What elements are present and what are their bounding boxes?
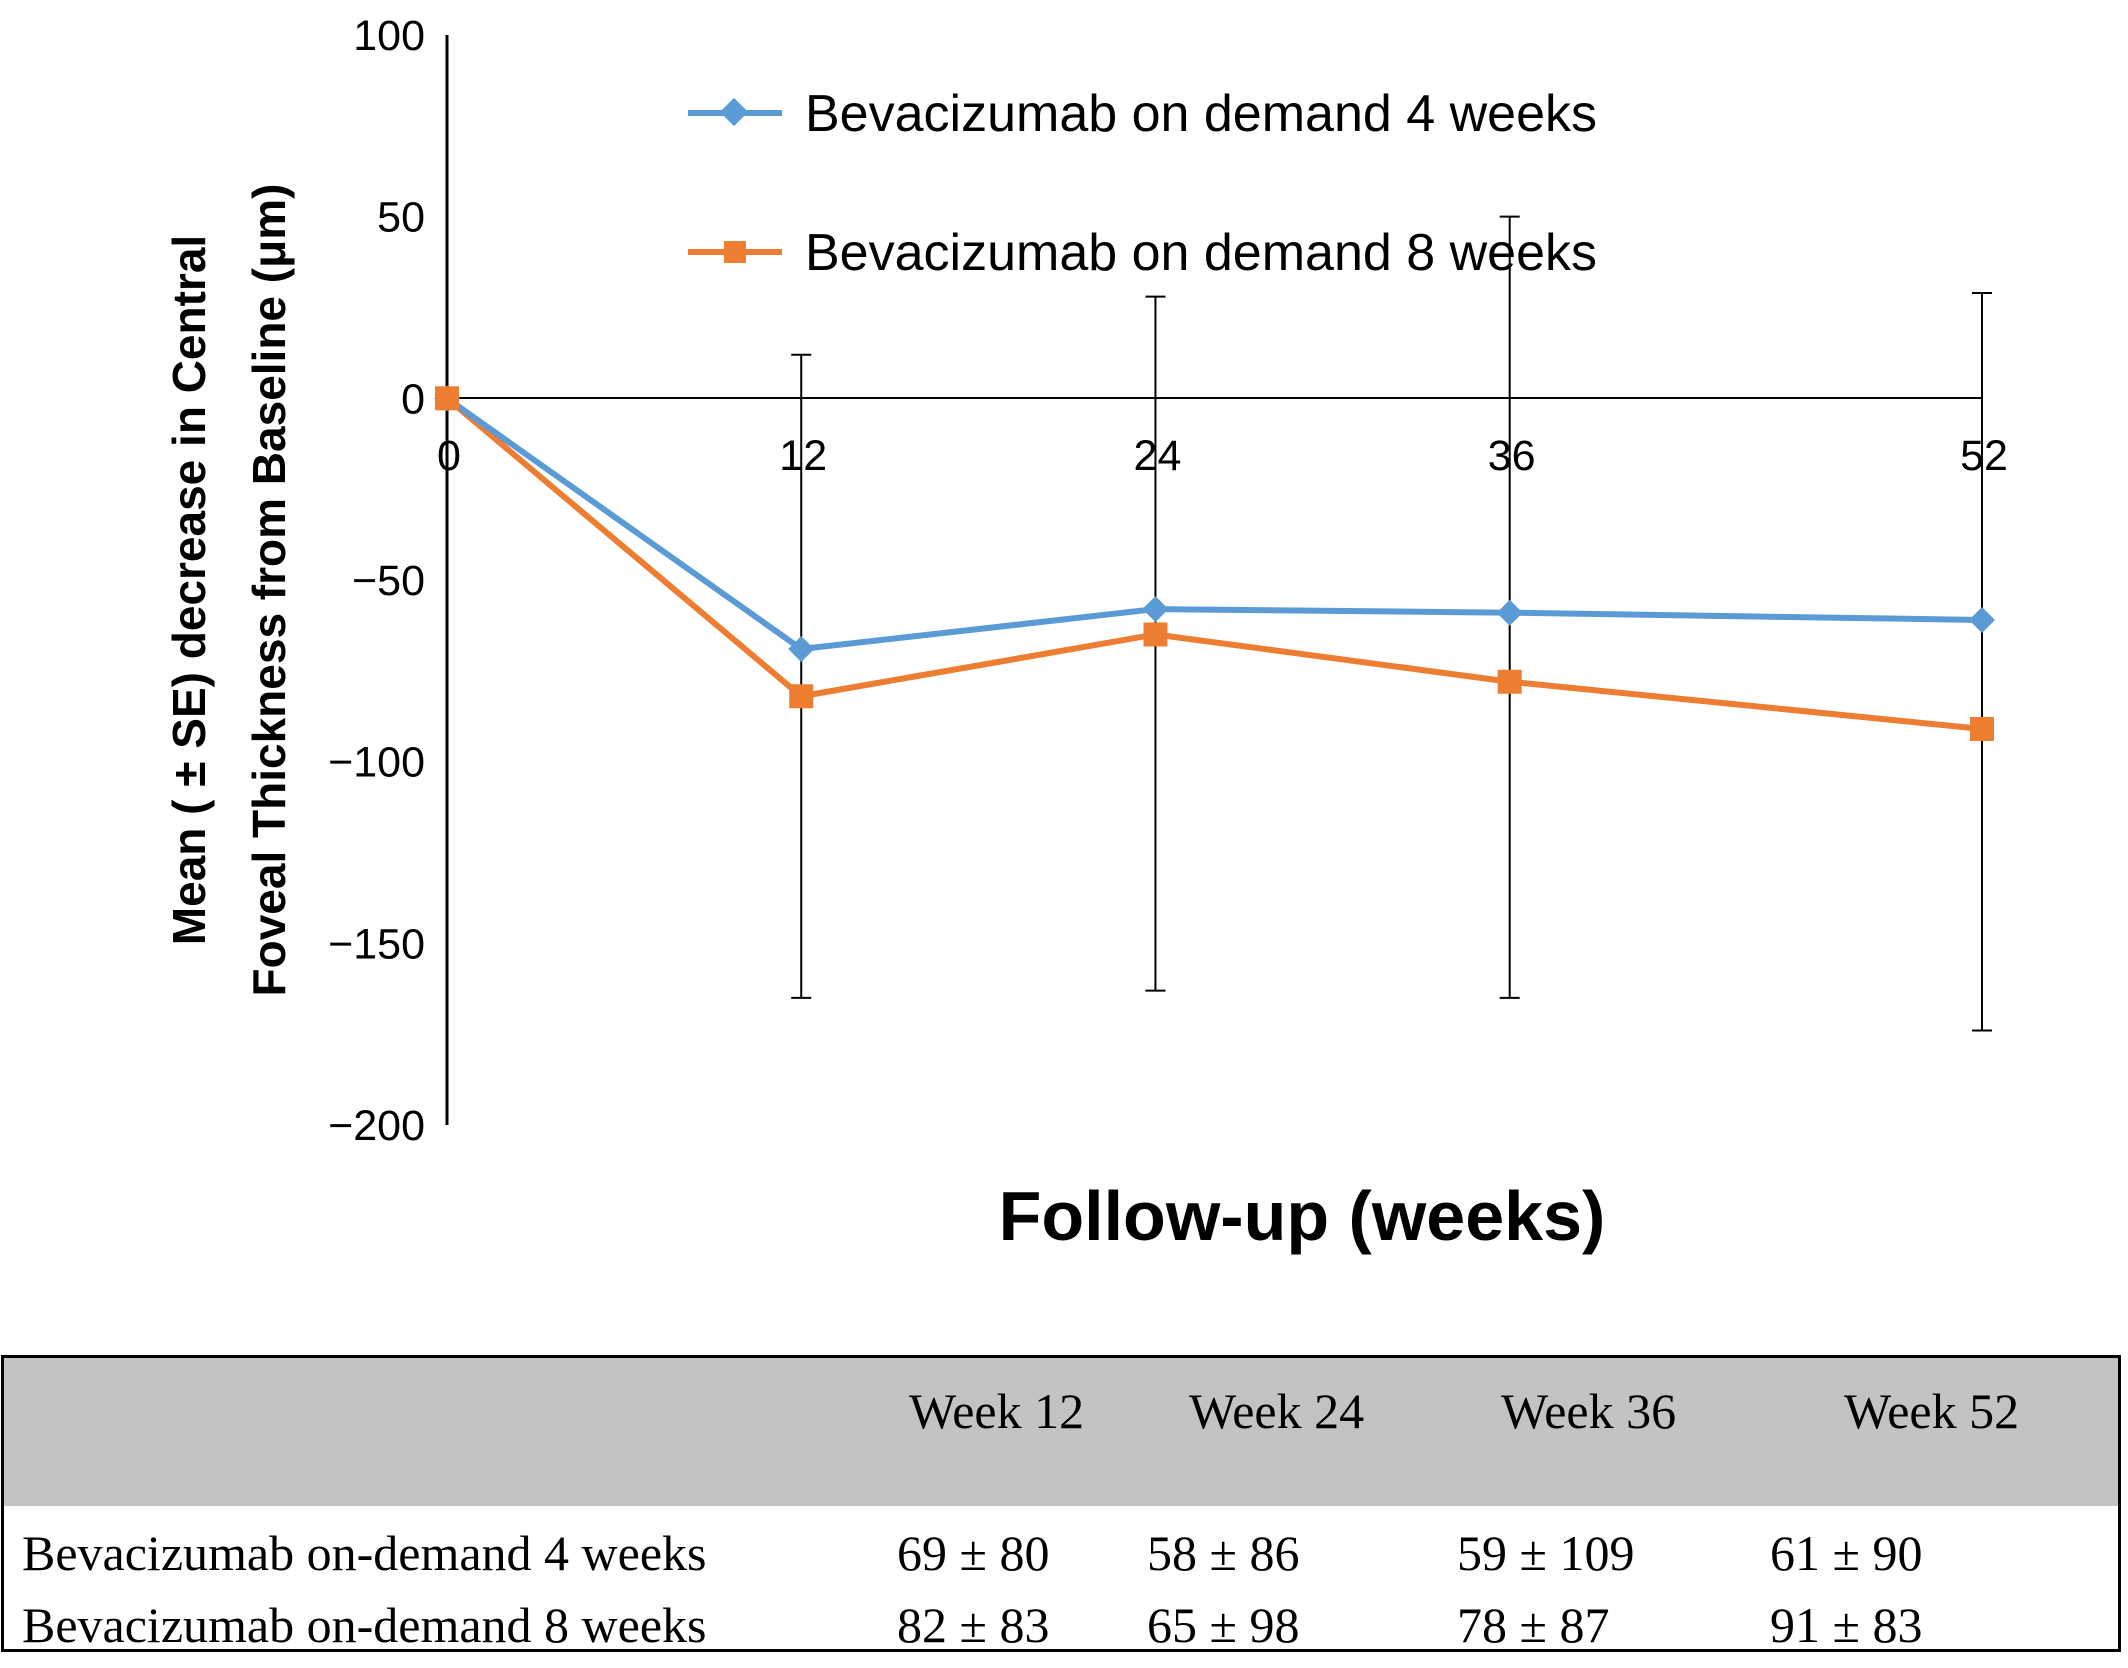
y-tick-label: −50 <box>352 557 425 605</box>
data-point-series-2 <box>435 386 459 411</box>
y-tick-label: 100 <box>353 12 425 60</box>
series-markers <box>434 385 1995 741</box>
table-row: Bevacizumab on-demand 8 weeks 82 ± 83 65… <box>4 1596 2118 1668</box>
data-point-series-1 <box>1496 599 1523 626</box>
data-point-series-1 <box>1142 596 1169 623</box>
series-lines <box>445 395 1983 732</box>
table-header-week-12: Week 12 <box>909 1383 1085 1439</box>
row-label-8-weeks: Bevacizumab on-demand 8 weeks <box>22 1597 707 1653</box>
error-bars <box>791 215 1992 1032</box>
legend-label-series-2: Bevacizumab on demand 8 weeks <box>805 224 1597 282</box>
legend: Bevacizumab on demand 4 weeks Bevacizuma… <box>688 85 1597 282</box>
table-cell: 91 ± 83 <box>1770 1597 1923 1653</box>
table-header-week-52: Week 52 <box>1844 1383 2020 1439</box>
table-cell: 65 ± 98 <box>1147 1597 1300 1653</box>
y-tick-label: 50 <box>377 194 425 242</box>
y-axis-ticks: 100 50 0 −50 −100 −150 −200 <box>328 12 425 1150</box>
x-axis-ticks: 0 12 24 36 52 <box>437 432 2008 480</box>
data-point-series-2 <box>1970 716 1994 741</box>
data-point-series-2 <box>1497 669 1522 694</box>
table-header-week-24: Week 24 <box>1189 1383 1365 1439</box>
x-tick-label: 52 <box>1960 432 2008 480</box>
data-point-series-2 <box>1143 622 1168 647</box>
y-axis-label: Mean ( ± SE) decrease in Central <box>163 235 215 945</box>
line-chart: 100 50 0 −50 −100 −150 −200 0 12 24 36 52 Mean ( ±… <box>163 12 2008 1255</box>
data-point-series-1 <box>1969 606 1995 633</box>
table-cell: 59 ± 109 <box>1457 1525 1635 1581</box>
y-tick-label: 0 <box>401 375 425 423</box>
table-cell: 69 ± 80 <box>897 1525 1050 1581</box>
data-point-series-1 <box>788 636 815 663</box>
x-axis-label: Follow-up (weeks) <box>999 1177 1606 1255</box>
y-axis-label-2: Foveal Thickness from Baseline (μm) <box>243 184 295 997</box>
legend-item-series-1: Bevacizumab on demand 4 weeks <box>688 85 1597 143</box>
table-cell: 61 ± 90 <box>1770 1525 1923 1581</box>
results-table: Week 12 Week 24 Week 36 Week 52 Bevacizu… <box>1 1355 2121 1653</box>
table-cell: 78 ± 87 <box>1457 1597 1610 1653</box>
row-label-4-weeks: Bevacizumab on-demand 4 weeks <box>22 1525 707 1581</box>
x-tick-label: 12 <box>779 432 827 480</box>
table-cell: 58 ± 86 <box>1147 1525 1300 1581</box>
legend-marker-series-1 <box>719 97 749 127</box>
legend-item-series-2: Bevacizumab on demand 8 weeks <box>688 224 1597 282</box>
x-tick-label: 24 <box>1134 432 1182 480</box>
y-axis-label-line1: Mean ( ± SE) decrease in Central <box>163 235 215 945</box>
x-tick-label: 36 <box>1488 432 1536 480</box>
y-tick-label: −150 <box>328 920 425 968</box>
data-point-series-2 <box>789 684 814 709</box>
table-header-row: Week 12 Week 24 Week 36 Week 52 <box>4 1358 2118 1506</box>
axes <box>445 35 1982 1125</box>
legend-label-series-1: Bevacizumab on demand 4 weeks <box>805 85 1597 143</box>
y-tick-label: −200 <box>328 1102 425 1150</box>
table-row: Bevacizumab on-demand 4 weeks 69 ± 80 58… <box>4 1524 2118 1596</box>
series-line-1 <box>445 395 1983 653</box>
y-tick-label: −100 <box>328 739 425 787</box>
legend-marker-series-2 <box>724 241 746 263</box>
y-axis-label-line2: Foveal Thickness from Baseline (μm) <box>243 184 295 997</box>
table-header-week-36: Week 36 <box>1501 1383 1677 1439</box>
table-cell: 82 ± 83 <box>897 1597 1050 1653</box>
x-tick-label: 0 <box>437 432 461 480</box>
